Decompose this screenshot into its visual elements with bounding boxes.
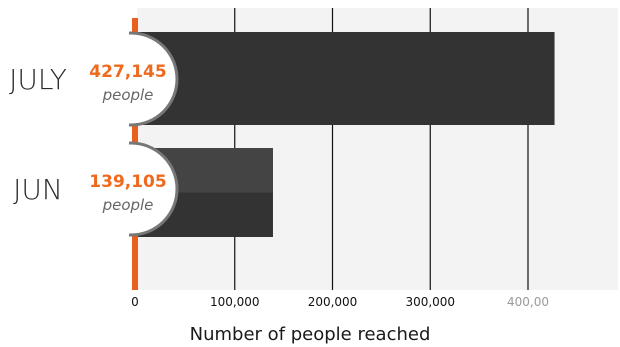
bar-highlight [137, 32, 555, 79]
category-labels: JULY JUN [9, 63, 67, 206]
x-tick-label: 200,000 [308, 295, 358, 309]
value-unit-label: people [102, 86, 154, 104]
x-tick-label: 0 [131, 295, 139, 309]
value-unit-label: people [102, 196, 154, 214]
value-badge: 139,105 people [81, 139, 179, 239]
badge-inner [87, 145, 175, 233]
value-label: 427,145 [89, 62, 166, 82]
x-tick-labels: 0 100,000 200,000 300,000 400,00 [131, 295, 549, 309]
x-tick-label: 300,000 [405, 295, 455, 309]
value-badge: 427,145 people [81, 29, 179, 129]
badge-inner [87, 35, 175, 123]
value-label: 139,105 [89, 172, 166, 192]
value-badges: 427,145 people 139,105 people [81, 29, 179, 239]
x-tick-label: 400,00 [507, 295, 549, 309]
x-axis-title: Number of people reached [190, 324, 431, 345]
x-tick-label: 100,000 [210, 295, 260, 309]
category-label: JULY [9, 63, 67, 96]
bar-july [137, 32, 555, 125]
category-label: JUN [13, 173, 63, 206]
